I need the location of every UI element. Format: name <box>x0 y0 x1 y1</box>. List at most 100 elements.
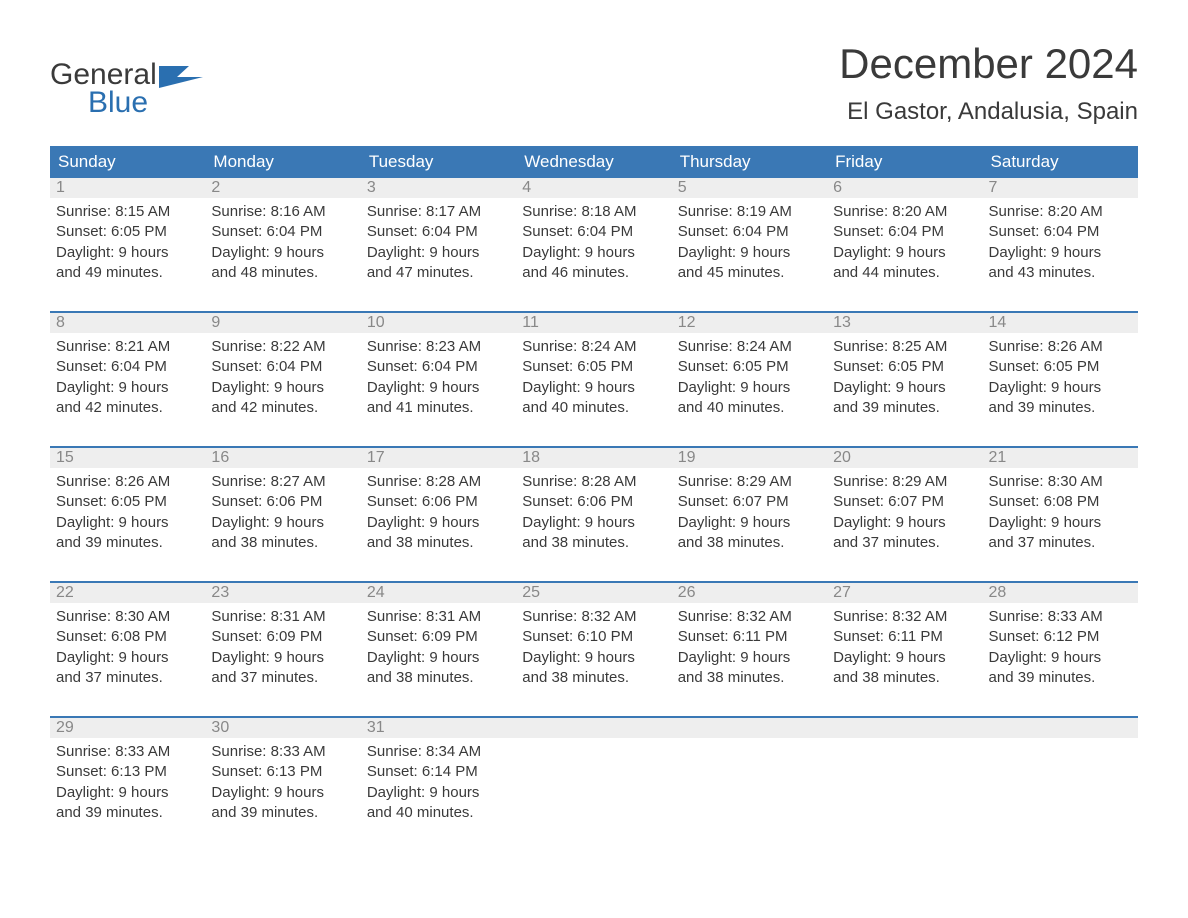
day-daylight1: Daylight: 9 hours <box>678 243 821 263</box>
day-details: Sunrise: 8:30 AMSunset: 6:08 PMDaylight:… <box>983 468 1138 559</box>
day-cell: 27Sunrise: 8:32 AMSunset: 6:11 PMDayligh… <box>827 583 982 694</box>
day-number: 3 <box>361 178 516 198</box>
day-cell: 16Sunrise: 8:27 AMSunset: 6:06 PMDayligh… <box>205 448 360 559</box>
day-sunrise: Sunrise: 8:33 AM <box>989 607 1132 627</box>
day-number-empty <box>827 718 982 738</box>
day-daylight1: Daylight: 9 hours <box>211 648 354 668</box>
day-cell: 21Sunrise: 8:30 AMSunset: 6:08 PMDayligh… <box>983 448 1138 559</box>
day-daylight1: Daylight: 9 hours <box>678 513 821 533</box>
day-daylight1: Daylight: 9 hours <box>367 648 510 668</box>
day-daylight2: and 40 minutes. <box>678 398 821 418</box>
day-daylight2: and 39 minutes. <box>56 533 199 553</box>
day-daylight2: and 38 minutes. <box>211 533 354 553</box>
day-sunrise: Sunrise: 8:24 AM <box>522 337 665 357</box>
day-number: 20 <box>827 448 982 468</box>
day-daylight2: and 38 minutes. <box>833 668 976 688</box>
logo-flag-icon <box>159 66 203 93</box>
day-details: Sunrise: 8:28 AMSunset: 6:06 PMDaylight:… <box>516 468 671 559</box>
day-daylight2: and 38 minutes. <box>367 533 510 553</box>
day-number: 2 <box>205 178 360 198</box>
day-daylight1: Daylight: 9 hours <box>833 513 976 533</box>
day-number-empty <box>672 718 827 738</box>
day-number: 15 <box>50 448 205 468</box>
day-daylight2: and 39 minutes. <box>211 803 354 823</box>
day-cell: 29Sunrise: 8:33 AMSunset: 6:13 PMDayligh… <box>50 718 205 829</box>
day-cell: 15Sunrise: 8:26 AMSunset: 6:05 PMDayligh… <box>50 448 205 559</box>
title-block: December 2024 El Gastor, Andalusia, Spai… <box>839 40 1138 126</box>
day-details: Sunrise: 8:28 AMSunset: 6:06 PMDaylight:… <box>361 468 516 559</box>
day-details: Sunrise: 8:18 AMSunset: 6:04 PMDaylight:… <box>516 198 671 289</box>
day-sunset: Sunset: 6:04 PM <box>522 222 665 242</box>
day-cell: 14Sunrise: 8:26 AMSunset: 6:05 PMDayligh… <box>983 313 1138 424</box>
day-number: 21 <box>983 448 1138 468</box>
day-cell: 8Sunrise: 8:21 AMSunset: 6:04 PMDaylight… <box>50 313 205 424</box>
day-sunset: Sunset: 6:05 PM <box>989 357 1132 377</box>
day-daylight2: and 44 minutes. <box>833 263 976 283</box>
day-number: 4 <box>516 178 671 198</box>
day-sunset: Sunset: 6:05 PM <box>56 492 199 512</box>
day-cell: 31Sunrise: 8:34 AMSunset: 6:14 PMDayligh… <box>361 718 516 829</box>
day-daylight2: and 37 minutes. <box>211 668 354 688</box>
day-daylight1: Daylight: 9 hours <box>211 378 354 398</box>
day-sunrise: Sunrise: 8:20 AM <box>989 202 1132 222</box>
day-daylight2: and 39 minutes. <box>989 398 1132 418</box>
weekday-header: Thursday <box>672 146 827 178</box>
day-cell <box>983 718 1138 829</box>
day-daylight1: Daylight: 9 hours <box>522 243 665 263</box>
day-daylight1: Daylight: 9 hours <box>211 513 354 533</box>
weeks-container: 1Sunrise: 8:15 AMSunset: 6:05 PMDaylight… <box>50 178 1138 829</box>
day-sunset: Sunset: 6:05 PM <box>522 357 665 377</box>
day-details: Sunrise: 8:32 AMSunset: 6:10 PMDaylight:… <box>516 603 671 694</box>
day-cell: 17Sunrise: 8:28 AMSunset: 6:06 PMDayligh… <box>361 448 516 559</box>
day-cell <box>672 718 827 829</box>
day-number: 31 <box>361 718 516 738</box>
day-sunrise: Sunrise: 8:22 AM <box>211 337 354 357</box>
day-sunset: Sunset: 6:04 PM <box>833 222 976 242</box>
day-sunset: Sunset: 6:13 PM <box>211 762 354 782</box>
logo-text: General Blue <box>50 60 157 120</box>
day-number: 19 <box>672 448 827 468</box>
day-sunset: Sunset: 6:13 PM <box>56 762 199 782</box>
day-cell: 24Sunrise: 8:31 AMSunset: 6:09 PMDayligh… <box>361 583 516 694</box>
day-sunrise: Sunrise: 8:32 AM <box>522 607 665 627</box>
day-number: 17 <box>361 448 516 468</box>
day-sunset: Sunset: 6:05 PM <box>833 357 976 377</box>
day-details: Sunrise: 8:24 AMSunset: 6:05 PMDaylight:… <box>672 333 827 424</box>
day-daylight2: and 48 minutes. <box>211 263 354 283</box>
day-number: 18 <box>516 448 671 468</box>
day-number: 25 <box>516 583 671 603</box>
day-details: Sunrise: 8:25 AMSunset: 6:05 PMDaylight:… <box>827 333 982 424</box>
day-daylight2: and 37 minutes. <box>989 533 1132 553</box>
day-sunset: Sunset: 6:04 PM <box>678 222 821 242</box>
day-cell: 3Sunrise: 8:17 AMSunset: 6:04 PMDaylight… <box>361 178 516 289</box>
day-details: Sunrise: 8:27 AMSunset: 6:06 PMDaylight:… <box>205 468 360 559</box>
day-number: 30 <box>205 718 360 738</box>
day-number: 23 <box>205 583 360 603</box>
weekday-header: Saturday <box>983 146 1138 178</box>
day-sunrise: Sunrise: 8:24 AM <box>678 337 821 357</box>
day-number: 1 <box>50 178 205 198</box>
weekday-header: Tuesday <box>361 146 516 178</box>
day-details: Sunrise: 8:15 AMSunset: 6:05 PMDaylight:… <box>50 198 205 289</box>
day-sunrise: Sunrise: 8:29 AM <box>678 472 821 492</box>
day-sunrise: Sunrise: 8:30 AM <box>56 607 199 627</box>
day-sunrise: Sunrise: 8:17 AM <box>367 202 510 222</box>
day-daylight2: and 49 minutes. <box>56 263 199 283</box>
day-details: Sunrise: 8:33 AMSunset: 6:12 PMDaylight:… <box>983 603 1138 694</box>
day-details: Sunrise: 8:32 AMSunset: 6:11 PMDaylight:… <box>672 603 827 694</box>
day-details: Sunrise: 8:20 AMSunset: 6:04 PMDaylight:… <box>983 198 1138 289</box>
week-row: 29Sunrise: 8:33 AMSunset: 6:13 PMDayligh… <box>50 716 1138 829</box>
day-daylight1: Daylight: 9 hours <box>989 378 1132 398</box>
day-daylight1: Daylight: 9 hours <box>56 243 199 263</box>
day-sunrise: Sunrise: 8:32 AM <box>678 607 821 627</box>
day-daylight1: Daylight: 9 hours <box>522 513 665 533</box>
day-sunrise: Sunrise: 8:16 AM <box>211 202 354 222</box>
day-sunset: Sunset: 6:07 PM <box>833 492 976 512</box>
day-number: 27 <box>827 583 982 603</box>
day-daylight2: and 39 minutes. <box>989 668 1132 688</box>
day-daylight2: and 37 minutes. <box>56 668 199 688</box>
day-sunrise: Sunrise: 8:28 AM <box>522 472 665 492</box>
day-cell: 28Sunrise: 8:33 AMSunset: 6:12 PMDayligh… <box>983 583 1138 694</box>
day-daylight1: Daylight: 9 hours <box>833 378 976 398</box>
logo: General Blue <box>50 40 205 120</box>
